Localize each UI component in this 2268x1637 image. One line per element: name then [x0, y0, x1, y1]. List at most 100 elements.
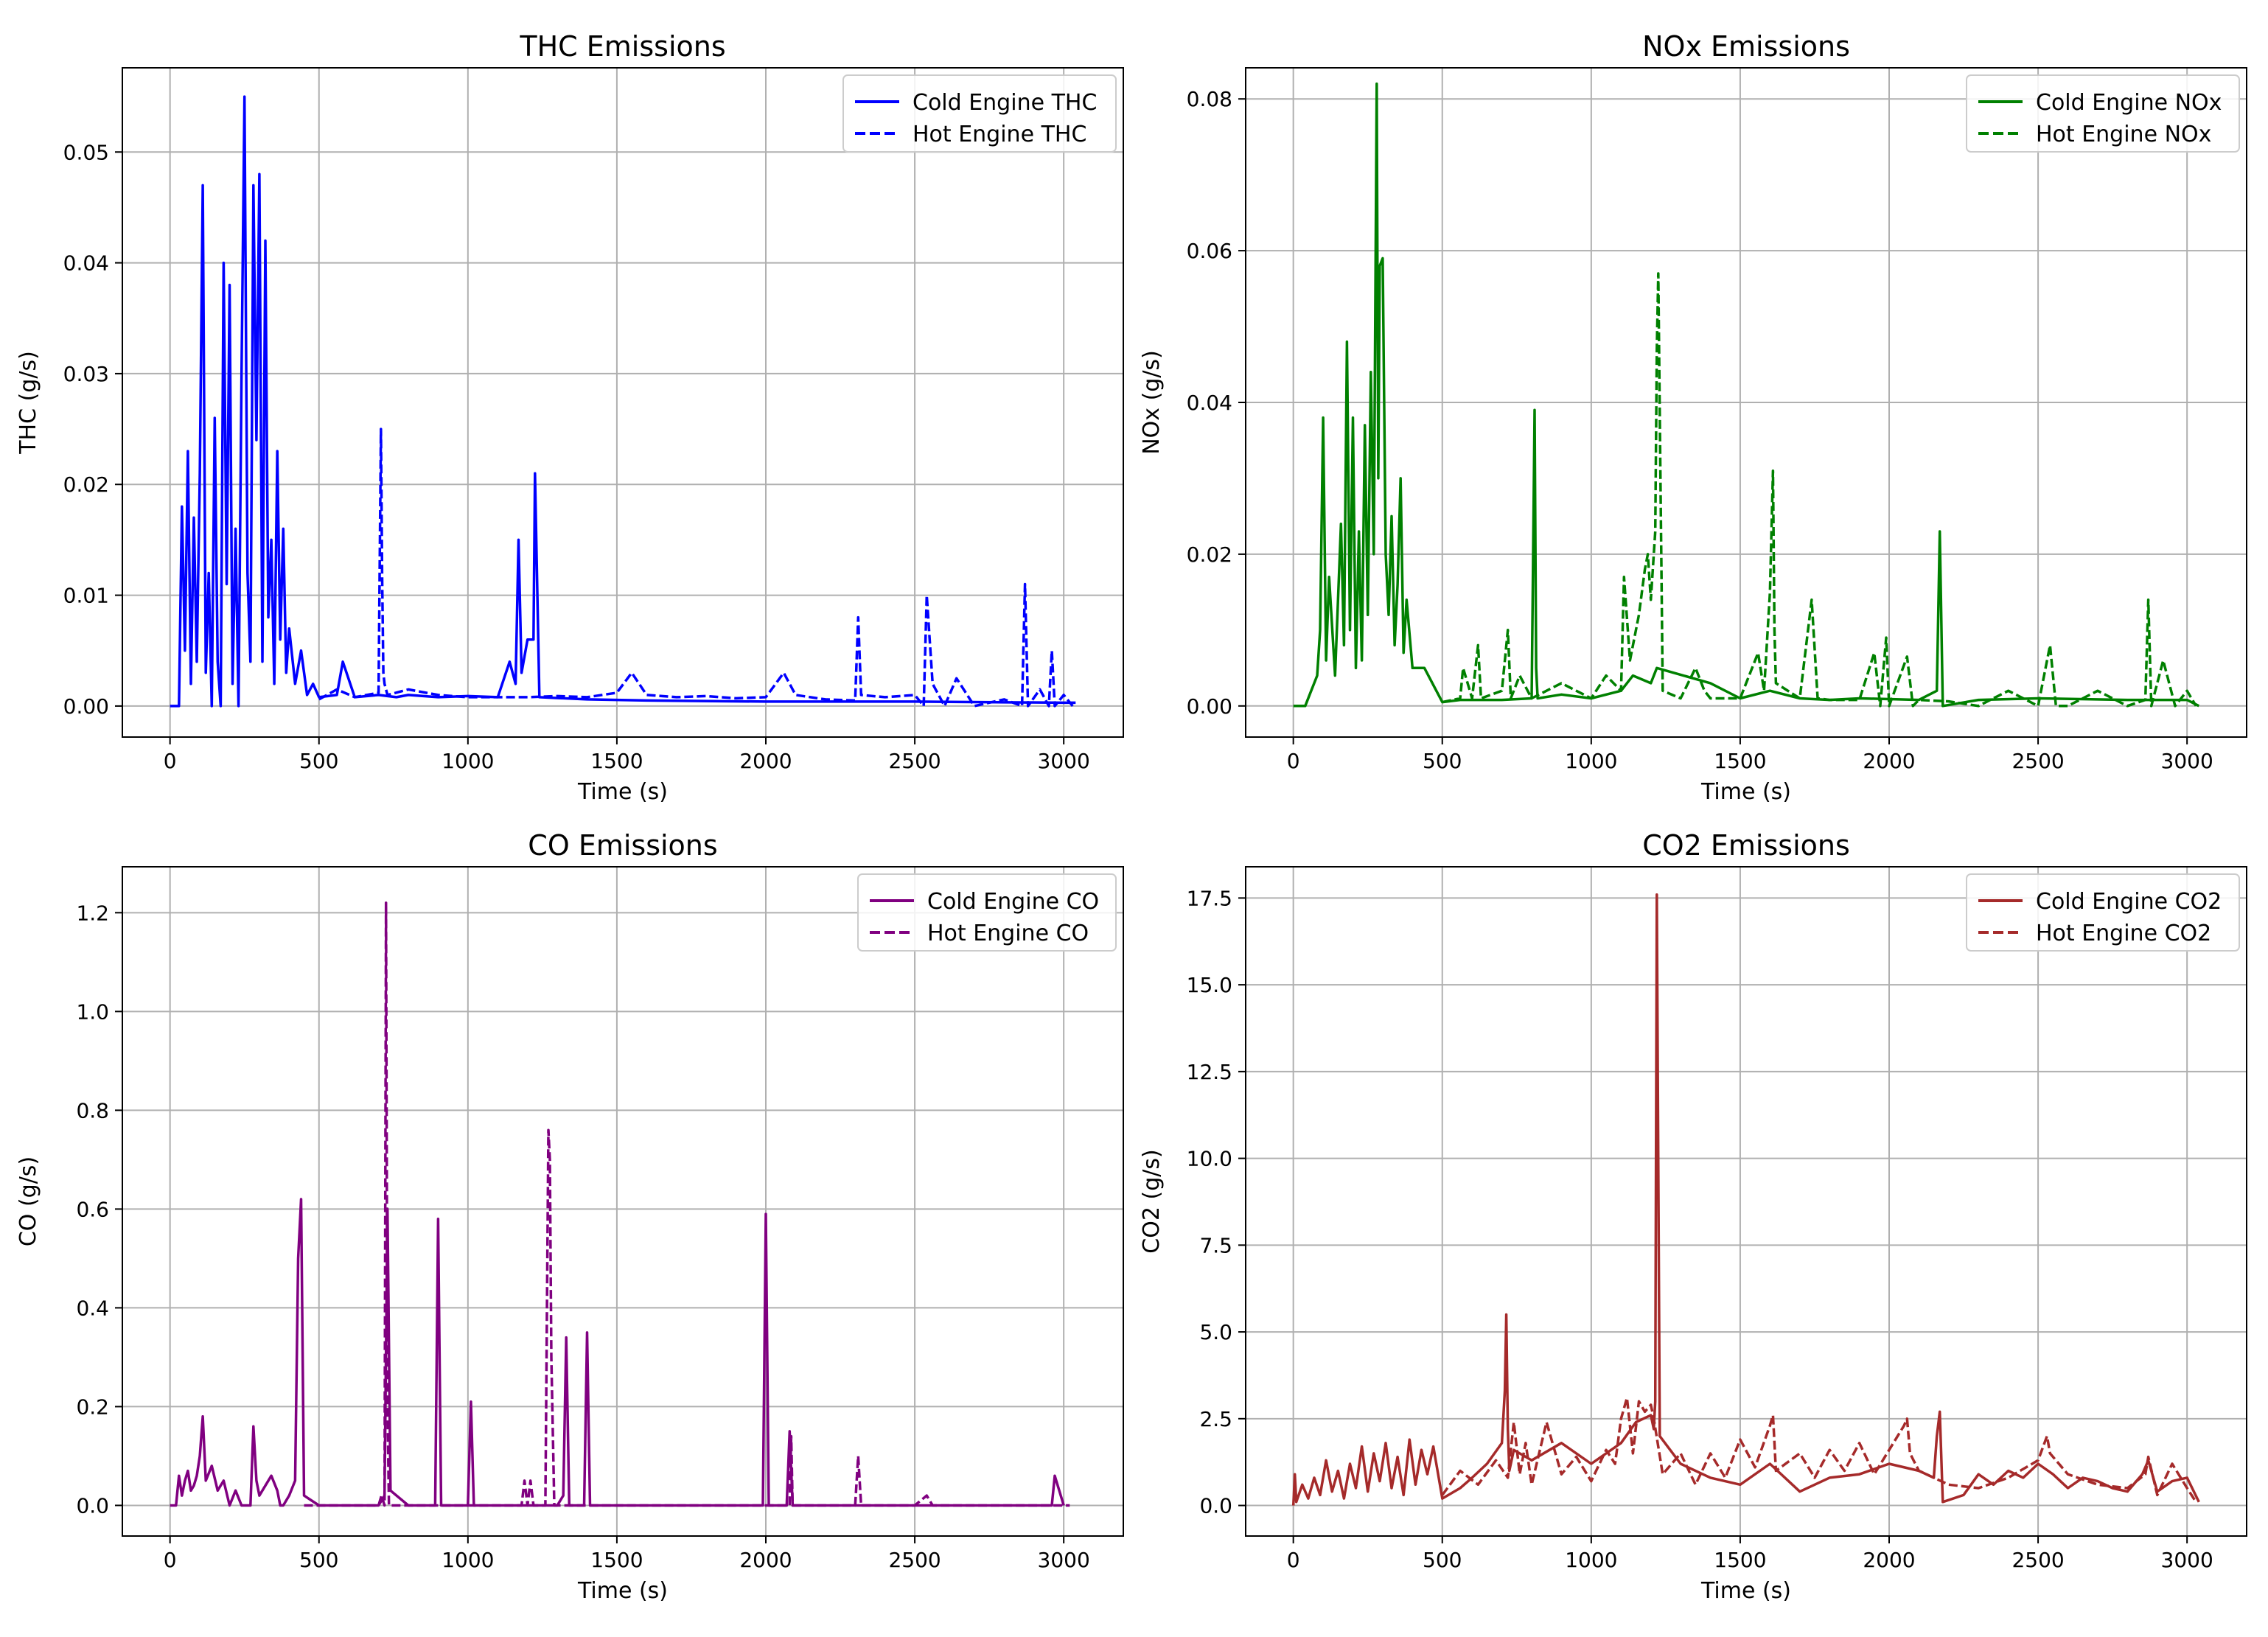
legend-frame	[1966, 74, 2240, 153]
legend-label-cold: Cold Engine NOx	[2036, 90, 2222, 116]
chart-title: CO2 Emissions	[1642, 829, 1850, 862]
x-tick-label: 2500	[2011, 749, 2064, 773]
series-lines	[1293, 82, 2200, 708]
x-tick-label: 1500	[1714, 1548, 1766, 1572]
x-tick-label: 3000	[2161, 749, 2213, 773]
grid	[1246, 867, 2247, 1536]
y-tick-label: 17.5	[1187, 886, 1232, 910]
y-tick-label: 0.0	[76, 1493, 109, 1518]
plot-area	[122, 867, 1123, 1536]
y-tick-label: 0.06	[1187, 239, 1232, 263]
y-tick-label: 0.05	[63, 140, 109, 164]
x-tick-label: 1000	[442, 1548, 494, 1572]
legend-frame	[842, 74, 1117, 153]
y-tick-label: 0.03	[63, 362, 109, 386]
x-tick-label: 2000	[1863, 1548, 1915, 1572]
y-tick-label: 0.04	[1187, 391, 1232, 415]
legend-label-hot: Hot Engine CO2	[2036, 921, 2211, 946]
subplot-co: 0 500 1000 1500 2000 2500 3000 0.0 0.2 0.4 0.6 0.8 1…	[15, 829, 1124, 1604]
legend-frame	[857, 873, 1117, 952]
cold-engine-series-line	[1291, 893, 2200, 1506]
ticks: 0 500 1000 1500 2000 2500 3000 0.00 0.02 0.04 0.06…	[1187, 87, 2213, 773]
y-tick-label: 15.0	[1187, 973, 1232, 997]
x-tick-label: 1500	[590, 1548, 643, 1572]
legend-label-hot: Hot Engine NOx	[2036, 122, 2211, 147]
x-tick-label: 3000	[1038, 1548, 1090, 1572]
legend-label-cold: Cold Engine THC	[913, 90, 1097, 116]
ticks: 0 500 1000 1500 2000 2500 3000 0.0 2.5 5.0 7.5 10.0…	[1187, 886, 2213, 1572]
plot-area	[122, 68, 1123, 737]
y-axis-label: NOx (g/s)	[1139, 350, 1165, 455]
x-tick-label: 3000	[2161, 1548, 2213, 1572]
y-tick-label: 0.01	[63, 584, 109, 608]
y-tick-label: 12.5	[1187, 1060, 1232, 1084]
y-tick-label: 0.4	[76, 1296, 109, 1320]
x-tick-label: 1500	[1714, 749, 1766, 773]
ticks: 0 500 1000 1500 2000 2500 3000 0.0 0.2 0.4 0.6 0.8 1…	[76, 901, 1089, 1572]
y-tick-label: 10.0	[1187, 1147, 1232, 1171]
cold-engine-series-line	[170, 95, 1076, 708]
y-tick-label: 0.6	[76, 1197, 109, 1221]
x-tick-label: 1000	[1565, 749, 1617, 773]
grid	[122, 867, 1123, 1536]
y-tick-label: 0.08	[1187, 87, 1232, 111]
hot-engine-series-line	[1442, 272, 2197, 708]
x-tick-label: 0	[1287, 749, 1300, 773]
x-tick-label: 2000	[739, 749, 792, 773]
x-tick-label: 0	[1287, 1548, 1300, 1572]
x-tick-label: 1000	[1565, 1548, 1617, 1572]
series-lines	[170, 95, 1076, 708]
x-tick-label: 2000	[1863, 749, 1915, 773]
y-tick-label: 0.8	[76, 1098, 109, 1123]
legend: Cold Engine CO Hot Engine CO	[857, 873, 1117, 952]
y-tick-label: 0.2	[76, 1395, 109, 1419]
legend-frame	[1966, 873, 2240, 952]
hot-engine-series-line	[1441, 1396, 2197, 1503]
y-axis-label: CO2 (g/s)	[1139, 1149, 1165, 1253]
y-axis-label: THC (g/s)	[15, 351, 41, 455]
x-tick-label: 500	[299, 749, 338, 773]
grid	[122, 68, 1123, 737]
x-tick-label: 2500	[2011, 1548, 2064, 1572]
y-tick-label: 0.02	[1187, 542, 1232, 567]
x-tick-label: 3000	[1038, 749, 1090, 773]
hot-engine-series-line	[304, 901, 1070, 1507]
plot-area	[1246, 867, 2247, 1536]
legend: Cold Engine NOx Hot Engine NOx	[1966, 74, 2240, 153]
x-tick-label: 500	[1423, 1548, 1462, 1572]
y-tick-label: 0.02	[63, 472, 109, 497]
subplot-nox: 0 500 1000 1500 2000 2500 3000 0.00 0.02 0.04 0.06…	[1139, 30, 2247, 805]
x-tick-label: 2000	[739, 1548, 792, 1572]
subplot-thc: 0 500 1000 1500 2000 2500 3000 0.00 0.01 0.02 0.03…	[15, 30, 1124, 805]
chart-title: CO Emissions	[528, 829, 717, 862]
x-tick-label: 2500	[888, 1548, 941, 1572]
y-tick-label: 0.00	[1187, 694, 1232, 719]
series-lines	[1291, 893, 2200, 1506]
axes-frame	[122, 67, 1124, 738]
y-tick-label: 0.0	[1199, 1494, 1232, 1518]
subplot-co2: 0 500 1000 1500 2000 2500 3000 0.0 2.5 5.0 7.5 10.0…	[1139, 829, 2247, 1604]
y-tick-label: 0.00	[63, 694, 109, 719]
y-tick-label: 2.5	[1199, 1407, 1232, 1431]
y-axis-label: CO (g/s)	[15, 1156, 41, 1246]
x-tick-label: 1500	[590, 749, 643, 773]
x-axis-label: Time (s)	[1700, 1578, 1791, 1604]
y-tick-label: 1.0	[76, 999, 109, 1024]
legend: Cold Engine THC Hot Engine THC	[842, 74, 1117, 153]
x-tick-label: 500	[299, 1548, 338, 1572]
ticks: 0 500 1000 1500 2000 2500 3000 0.00 0.01 0.02 0.03…	[63, 140, 1090, 773]
series-lines	[170, 901, 1070, 1507]
x-axis-label: Time (s)	[577, 1578, 668, 1604]
x-tick-label: 0	[164, 1548, 177, 1572]
x-axis-label: Time (s)	[1700, 779, 1791, 805]
legend: Cold Engine CO2 Hot Engine CO2	[1966, 873, 2240, 952]
y-tick-label: 7.5	[1199, 1233, 1232, 1257]
x-tick-label: 0	[164, 749, 177, 773]
legend-label-hot: Hot Engine CO	[927, 921, 1089, 946]
y-tick-label: 0.04	[63, 251, 109, 276]
legend-label-cold: Cold Engine CO2	[2036, 889, 2222, 915]
y-tick-label: 5.0	[1199, 1320, 1232, 1344]
x-tick-label: 1000	[442, 749, 494, 773]
chart-title: NOx Emissions	[1642, 30, 1850, 63]
